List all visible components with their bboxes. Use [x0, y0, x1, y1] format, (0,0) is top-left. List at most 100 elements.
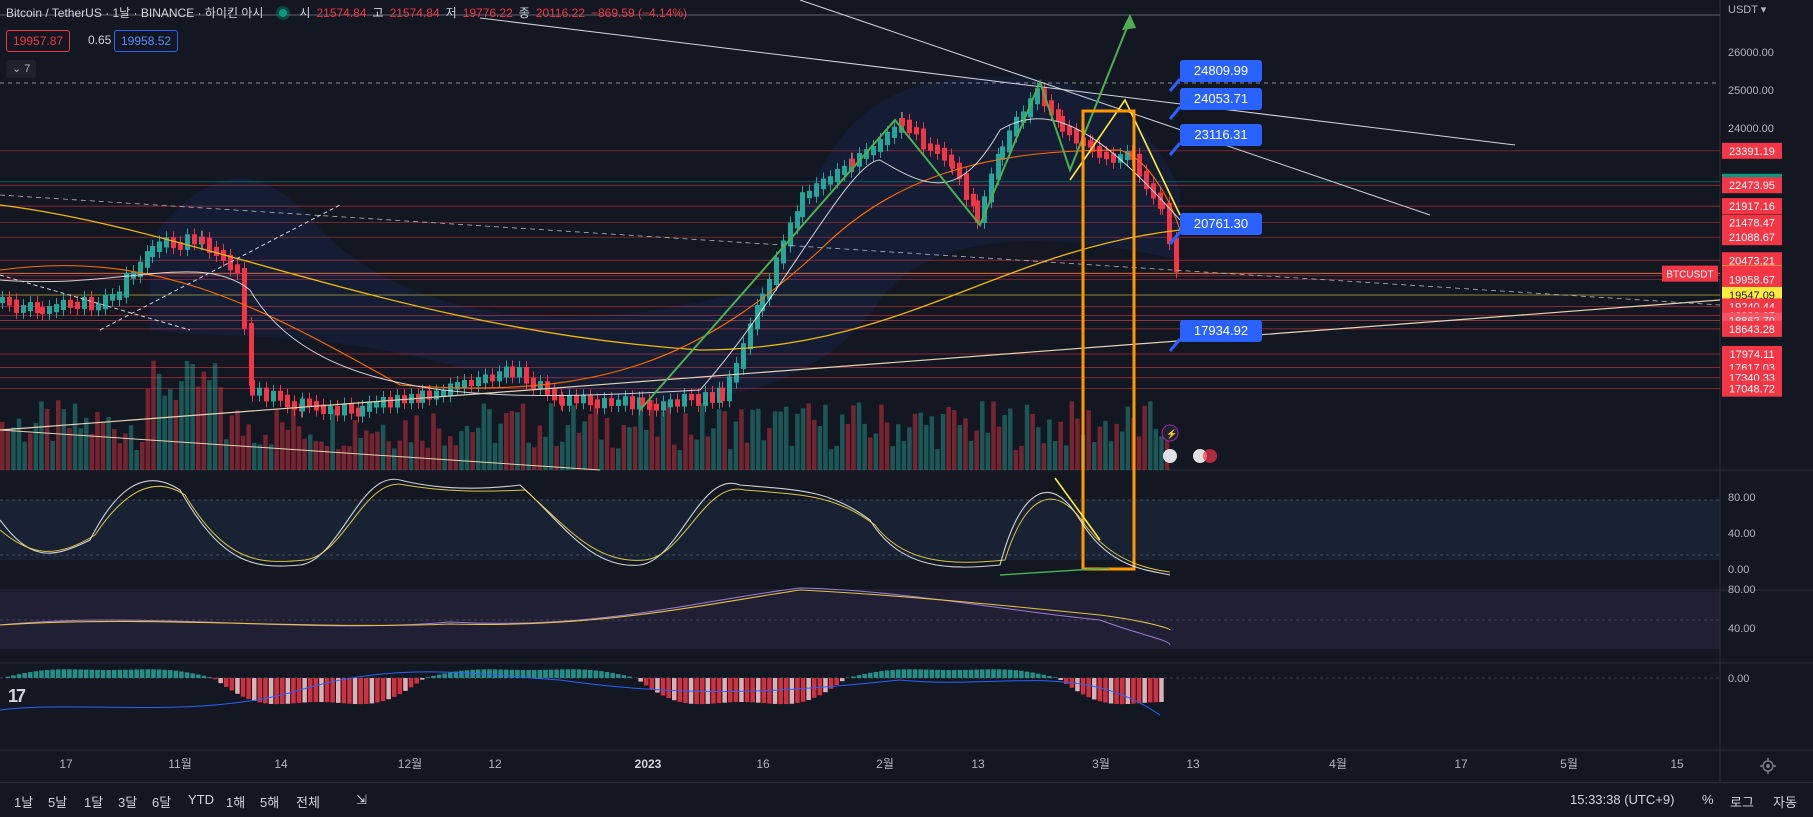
time-axis-label: 13	[971, 757, 985, 771]
volume-bar	[868, 437, 873, 470]
macd-bar	[252, 678, 257, 701]
volume-bar	[778, 412, 783, 470]
macd-bar	[398, 678, 403, 694]
volume-bar	[73, 404, 78, 470]
macd-bar	[728, 678, 733, 702]
volume-bar	[857, 403, 862, 470]
volume-bar	[935, 449, 940, 470]
macd-bar	[913, 669, 918, 678]
candle	[0, 297, 5, 303]
volume-bar	[218, 387, 223, 470]
macd-bar	[1159, 678, 1164, 702]
buy-price-button[interactable]: 19958.52	[114, 30, 178, 52]
gear-icon[interactable]	[1759, 757, 1777, 775]
volume-bar	[986, 433, 991, 470]
indicator-collapse-button[interactable]: ⌄ 7	[6, 60, 36, 78]
timeframe-1d[interactable]: 1날	[14, 792, 33, 811]
volume-bar	[224, 439, 229, 470]
macd-bar	[644, 678, 649, 685]
tradingview-logo-icon[interactable]: 17	[8, 686, 24, 707]
volume-bar	[969, 441, 974, 470]
volume-bar	[577, 433, 582, 470]
percent-toggle[interactable]: %	[1702, 792, 1714, 807]
macd-bar	[381, 678, 386, 701]
volume-bar	[1126, 407, 1131, 470]
volume-bar	[812, 420, 817, 470]
volume-bar	[610, 448, 615, 470]
macd-bar	[151, 669, 156, 678]
volume-bar	[773, 411, 778, 470]
candle	[921, 128, 926, 149]
macd-bar	[493, 669, 498, 678]
macd-bar	[739, 678, 744, 702]
volume-bar	[392, 449, 397, 470]
price-level-label: 21478.47	[1729, 218, 1775, 230]
volume-bar	[140, 442, 145, 470]
volume-bar	[790, 446, 795, 470]
sell-price-button[interactable]: 19957.87	[6, 30, 70, 52]
macd-bar	[1081, 678, 1086, 694]
volume-bar	[913, 414, 918, 470]
date-range-icon[interactable]: ⇲	[356, 792, 367, 808]
volume-bar	[263, 435, 268, 470]
candle	[814, 183, 819, 196]
volume-bar	[235, 410, 240, 470]
auto-toggle[interactable]: 자동	[1773, 792, 1797, 811]
macd-bar	[403, 678, 408, 691]
macd-bar	[235, 678, 240, 694]
macd-bar	[442, 673, 447, 678]
volume-bar	[599, 440, 604, 470]
macd-bar	[554, 670, 559, 678]
timeframe-6m[interactable]: 6달	[152, 792, 171, 811]
timeframe-all[interactable]: 전체	[296, 792, 320, 811]
volume-bar	[470, 432, 475, 470]
volume-bar	[1014, 450, 1019, 470]
timeframe-ytd[interactable]: YTD	[188, 792, 214, 807]
volume-bar	[997, 427, 1002, 470]
volume-bar	[543, 437, 548, 470]
timeframe-1y[interactable]: 1해	[226, 792, 245, 811]
macd-bar	[34, 671, 39, 678]
candle	[235, 264, 240, 274]
candle	[40, 307, 45, 314]
volume-bar	[202, 372, 207, 470]
price-callout-label: 24053.71	[1194, 91, 1248, 106]
candle	[616, 400, 621, 406]
candle	[842, 166, 847, 175]
volume-bar	[1030, 414, 1035, 470]
clock[interactable]: 15:33:38 (UTC+9)	[1570, 792, 1674, 807]
volume-bar	[655, 437, 660, 470]
time-axis-label: 16	[756, 757, 770, 771]
candle	[964, 173, 969, 200]
symbol-title[interactable]: Bitcoin / TetherUS · 1날 · BINANCE · 하이킨 …	[6, 4, 263, 21]
volume-bar	[381, 425, 386, 470]
candle	[828, 176, 833, 184]
volume-bar	[879, 405, 884, 470]
timeframe-5d[interactable]: 5날	[48, 792, 67, 811]
volume-bar	[874, 433, 879, 470]
macd-bar	[958, 670, 963, 678]
timeframe-1m[interactable]: 1달	[84, 792, 103, 811]
volume-bar	[146, 389, 151, 470]
timeframe-3m[interactable]: 3달	[118, 792, 137, 811]
candle	[469, 380, 474, 386]
macd-bar	[196, 675, 201, 678]
macd-bar	[56, 669, 61, 678]
price-callout-label: 24809.99	[1194, 63, 1248, 78]
macd-bar	[1114, 678, 1119, 704]
macd-bar	[409, 678, 414, 687]
macd-bar	[655, 678, 660, 693]
candle	[117, 292, 122, 301]
macd-axis-label: 0.00	[1728, 673, 1749, 685]
candle	[54, 304, 59, 312]
macd-bar	[963, 670, 968, 678]
volume-bar	[1114, 424, 1119, 470]
candle	[68, 300, 73, 308]
timeframe-5y[interactable]: 5해	[260, 792, 279, 811]
macd-bar	[246, 678, 251, 699]
volume-bar	[661, 412, 666, 470]
log-toggle[interactable]: 로그	[1730, 792, 1754, 811]
volume-bar	[672, 445, 677, 470]
macd-bar	[174, 671, 179, 678]
